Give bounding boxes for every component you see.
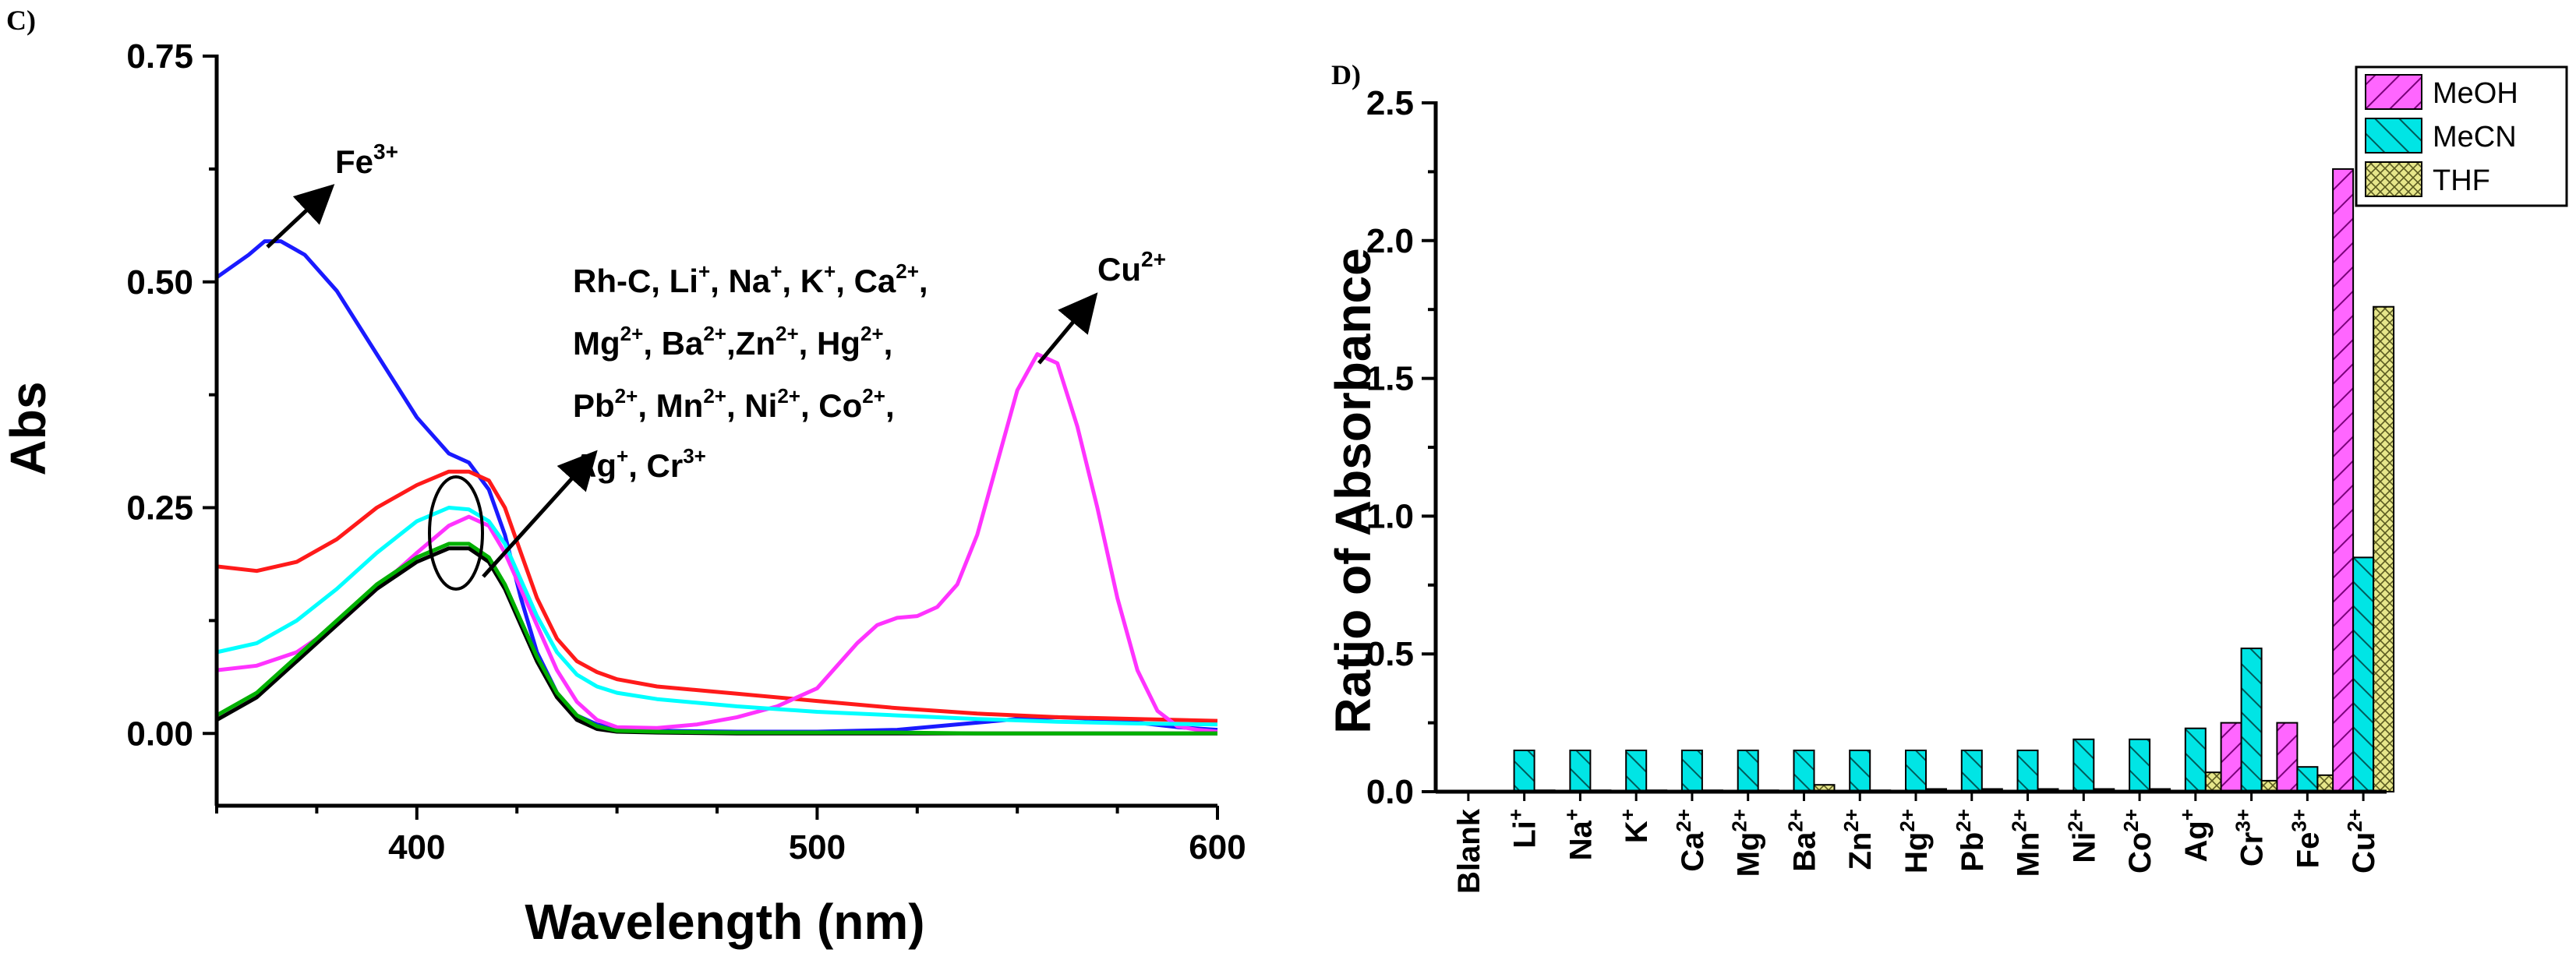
group-annotation-line: Mg2+, Ba2+,Zn2+, Hg2+,	[573, 322, 892, 362]
panel-d-legend: MeOH MeCN THF	[2355, 65, 2568, 207]
group-annotation-line: Pb2+, Mn2+, Ni2+, Co2+,	[573, 384, 895, 424]
panel-c-y-tick-label: 0.00	[126, 715, 193, 753]
bar-thf-cu	[2373, 305, 2395, 792]
legend-label-mecn: MeCN	[2433, 121, 2517, 154]
category-label-pb: Pb2+	[1952, 809, 1990, 872]
bar-meoh-cu	[2332, 168, 2355, 792]
panel-c-axes: 400 500 600 0.00 0.25 0.50 0.75	[126, 37, 1246, 866]
category-label-blank: Blank	[1452, 808, 1486, 894]
bar-meoh-cr	[2220, 722, 2242, 792]
bar-mecn-ca	[1680, 750, 1703, 792]
legend-label-thf: THF	[2433, 164, 2490, 197]
series-line-li-	[215, 542, 1217, 736]
bar-mecn-ni	[2072, 738, 2095, 792]
panel-c-y-tick-label: 0.50	[126, 263, 193, 302]
bar-mecn-ag	[2184, 727, 2207, 793]
panel-c-y-tick-label: 0.75	[126, 37, 193, 76]
category-label-ca: Ca2+	[1672, 809, 1710, 872]
panel-c: C) 400 500 600 0.00 0.25 0.50 0.75 Wavelength …	[0, 5, 1246, 950]
panel-d-y-tick-label: 2.5	[1366, 84, 1414, 122]
fe-annotation-arrow	[266, 184, 335, 249]
bar-meoh-fe	[2276, 722, 2299, 792]
panel-c-x-tick-label: 500	[789, 828, 846, 866]
bar-mecn-li	[1513, 750, 1535, 792]
cu-annotation-arrow	[1037, 292, 1098, 365]
bar-mecn-co	[2129, 738, 2151, 792]
panel-d-bars-group: Blank Li+ Na+ K+ Ca2+ Mg2+ Ba2+ Zn2+ Hg2+ Pb2+ Mn2…	[1452, 168, 2395, 894]
panel-c-x-tick-label: 400	[388, 828, 445, 866]
panel-d-y-tick-label: 2.0	[1366, 222, 1414, 260]
series-line-cu2-	[216, 352, 1218, 734]
group-annotation-line: Ag+, Cr3+	[573, 444, 706, 484]
category-label-zn: Zn2+	[1839, 809, 1878, 870]
group-annotation-line: Rh-C, Li+, Na+, K+, Ca2+,	[573, 259, 928, 299]
category-label-fe: Fe3+	[2287, 809, 2325, 868]
bar-mecn-mn	[2016, 750, 2039, 792]
bar-mecn-k	[1625, 750, 1648, 792]
legend-swatch-thf	[2365, 161, 2422, 197]
panel-c-x-tick-label: 600	[1189, 828, 1246, 866]
panel-c-series-group	[215, 239, 1218, 736]
bar-mecn-hg	[1905, 750, 1927, 792]
panel-d-y-tick-label: 1.0	[1366, 497, 1414, 535]
legend-swatch-meoh	[2365, 74, 2422, 110]
panel-d-y-tick-label: 1.5	[1366, 360, 1414, 398]
panel-d-y-axis-title: Ratio of Absorbance	[1325, 248, 1381, 733]
cu-annotation-label: Cu2+	[1097, 247, 1166, 288]
series-line-ag-	[216, 506, 1218, 727]
bar-mecn-mg	[1737, 750, 1759, 792]
panel-d-y-tick-label: 0.0	[1366, 773, 1414, 811]
category-label-na: Na+	[1560, 809, 1598, 860]
panel-c-x-axis-title: Wavelength (nm)	[525, 894, 924, 950]
group-annotation-arrow	[482, 450, 598, 578]
category-label-hg: Hg2+	[1896, 809, 1934, 874]
category-label-cu: Cu2+	[2343, 809, 2381, 874]
category-label-li: Li+	[1504, 809, 1542, 849]
panel-c-y-tick-label: 0.25	[126, 489, 193, 528]
legend-label-meoh: MeOH	[2433, 77, 2518, 110]
bar-mecn-cu	[2352, 556, 2375, 793]
panel-c-letter: C)	[6, 5, 36, 36]
group-annotation-text: Rh-C, Li+, Na+, K+, Ca2+, Mg2+, Ba2+,Zn2+…	[573, 259, 928, 484]
category-label-k: K+	[1616, 809, 1654, 843]
series-line-fe3-	[215, 239, 1218, 734]
bar-mecn-na	[1569, 750, 1592, 792]
bar-mecn-fe	[2296, 766, 2319, 793]
panel-d-axes: 0.0 0.5 1.0 1.5 2.0 2.5	[1366, 84, 2387, 811]
category-label-ba: Ba2+	[1783, 809, 1822, 872]
bar-mecn-cr	[2240, 648, 2263, 792]
panel-d-letter: D)	[1331, 59, 1361, 90]
fe-annotation-label: Fe3+	[335, 139, 398, 180]
panel-d-y-tick-label: 0.5	[1366, 635, 1414, 673]
panel-c-y-axis-title: Abs	[0, 382, 56, 476]
category-label-cr: Cr3+	[2231, 809, 2270, 866]
panel-d: D) Blank Li+ Na+ K+ Ca2+ Mg2+ Ba2+ Zn2+ Hg2+ Pb2+…	[1325, 59, 2568, 894]
group-annotation-ellipse	[428, 475, 484, 591]
series-line-cr3-	[216, 469, 1218, 723]
bar-mecn-zn	[1849, 750, 1871, 792]
bar-mecn-pb	[1960, 750, 1983, 792]
category-label-co: Co2+	[2119, 809, 2157, 874]
legend-swatch-mecn	[2365, 118, 2422, 154]
bar-mecn-ba	[1793, 750, 1815, 792]
category-label-mg: Mg2+	[1728, 809, 1766, 877]
category-label-ag: Ag+	[2175, 809, 2214, 863]
category-label-ni: Ni2+	[2063, 809, 2101, 863]
category-label-mn: Mn2+	[2008, 809, 2046, 877]
